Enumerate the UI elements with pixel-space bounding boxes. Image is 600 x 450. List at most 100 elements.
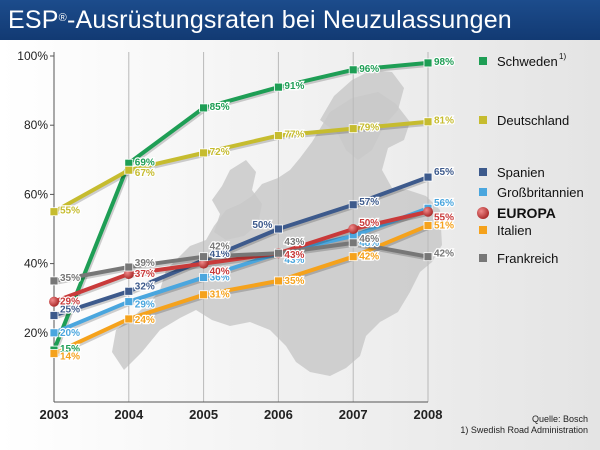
x-tick-label: 2006 xyxy=(264,407,293,422)
data-point-italien xyxy=(49,349,59,358)
data-label-frankreich: 42% xyxy=(434,249,454,260)
data-label-frankreich: 39% xyxy=(135,258,155,269)
line-chart: 20% 40% 60% 80% 100% 2003 2004 2005 2006 2007 2008… xyxy=(0,40,600,450)
legend-label-spanien: Spanien xyxy=(497,165,545,180)
data-label-spanien: 57% xyxy=(359,197,379,208)
title-brand: ESP xyxy=(8,6,59,34)
title-bar: ESP®-Ausrüstungsraten bei Neuzulassungen xyxy=(0,0,600,40)
registered-mark: ® xyxy=(58,12,67,24)
legend-label-europa: EUROPA xyxy=(497,205,556,221)
series-line-frankreich xyxy=(53,240,429,283)
series-line-italien xyxy=(53,223,429,356)
legend-footnote-mark: 1) xyxy=(559,52,566,61)
data-point-italien xyxy=(199,290,209,300)
data-point-frankreich xyxy=(423,252,433,262)
x-tick-label: 2005 xyxy=(189,407,218,422)
legend-marker-frankreich xyxy=(479,254,487,262)
data-point-europa xyxy=(123,268,134,279)
data-point-italien xyxy=(348,252,358,262)
europe-map-silhouette xyxy=(112,92,442,376)
legend-marker-schweden xyxy=(479,57,487,65)
data-point-deutschland xyxy=(49,207,59,217)
data-label-europa: 50% xyxy=(359,218,379,229)
data-point-schweden xyxy=(423,58,433,68)
data-point-großbritannien xyxy=(199,273,209,282)
data-point-italien xyxy=(423,221,433,230)
data-label-italien: 14% xyxy=(60,352,80,363)
data-point-frankreich xyxy=(49,276,59,286)
y-tick-label: 60% xyxy=(24,187,48,201)
data-label-deutschland: 67% xyxy=(135,168,155,179)
data-label-schweden: 69% xyxy=(135,157,155,168)
source-note: Quelle: Bosch 1) Swedish Road Administra… xyxy=(460,414,588,436)
legend-label-frankreich: Frankreich xyxy=(497,251,558,266)
title-rest: -Ausrüstungsraten bei Neuzulassungen xyxy=(66,6,512,34)
legend-marker-europa xyxy=(477,207,489,219)
data-label-europa: 43% xyxy=(284,250,304,261)
data-point-deutschland xyxy=(423,117,433,127)
data-label-schweden: 98% xyxy=(434,57,454,68)
source-line: Quelle: Bosch xyxy=(531,414,588,424)
data-point-deutschland xyxy=(124,165,134,175)
data-label-frankreich: 46% xyxy=(359,234,379,245)
data-point-frankreich xyxy=(199,252,209,262)
x-tick-label: 2004 xyxy=(114,407,144,422)
data-point-spanien xyxy=(49,311,59,320)
data-point-europa xyxy=(348,224,359,234)
y-tick-label: 20% xyxy=(24,326,48,340)
series-line-deutschland xyxy=(53,119,429,214)
data-label-frankreich: 43% xyxy=(284,237,304,248)
data-point-großbritannien xyxy=(49,328,59,338)
data-point-deutschland xyxy=(273,131,283,140)
data-point-italien xyxy=(124,314,134,324)
data-label-deutschland: 81% xyxy=(434,116,454,127)
data-label-deutschland: 79% xyxy=(359,123,379,134)
data-point-europa xyxy=(198,258,209,269)
data-label-großbritannien: 20% xyxy=(60,328,80,339)
legend-label-italien: Italien xyxy=(497,223,532,238)
series-line-schweden xyxy=(52,60,429,351)
data-label-italien: 24% xyxy=(135,315,155,326)
data-point-deutschland xyxy=(199,148,209,158)
data-label-spanien: 65% xyxy=(434,167,454,178)
x-tick-label: 2008 xyxy=(414,407,443,422)
data-label-deutschland: 72% xyxy=(210,147,230,158)
y-tick-label: 100% xyxy=(17,49,48,63)
data-point-italien xyxy=(273,276,283,286)
y-tick-label: 80% xyxy=(24,118,48,132)
data-label-spanien: 25% xyxy=(60,305,80,316)
data-label-deutschland: 77% xyxy=(284,130,304,141)
legend: Schweden 1) Deutschland Spanien Großbritanni… xyxy=(477,52,584,266)
x-tick-label: 2003 xyxy=(40,407,69,422)
data-label-italien: 31% xyxy=(210,290,230,301)
britain-map-silhouette xyxy=(212,160,262,240)
y-tick-label: 40% xyxy=(24,257,48,271)
data-label-italien: 51% xyxy=(434,221,454,232)
data-label-schweden: 15% xyxy=(60,344,80,355)
scandinavia-map-silhouette xyxy=(320,70,404,160)
data-point-schweden xyxy=(273,82,283,92)
series-line-spanien xyxy=(53,175,429,318)
data-label-spanien: 32% xyxy=(135,281,155,292)
data-label-schweden: 85% xyxy=(210,102,230,113)
legend-label-großbritannien: Großbritannien xyxy=(497,185,584,200)
data-label-italien: 35% xyxy=(284,276,304,287)
data-label-großbritannien: 56% xyxy=(434,198,454,209)
data-point-schweden xyxy=(348,65,358,75)
data-point-europa xyxy=(49,296,59,307)
series-line-europa xyxy=(53,209,429,304)
data-point-spanien xyxy=(348,200,358,210)
legend-marker-spanien xyxy=(479,168,487,176)
data-label-großbritannien: 43% xyxy=(284,255,304,266)
data-label-europa: 37% xyxy=(135,269,155,280)
axes: 20% 40% 60% 80% 100% 2003 2004 2005 2006 2007 2008 xyxy=(17,49,442,422)
legend-marker-italien xyxy=(479,226,487,234)
x-tick-label: 2007 xyxy=(339,407,368,422)
data-point-frankreich xyxy=(124,262,134,272)
legend-marker-großbritannien xyxy=(479,188,487,196)
data-label-italien: 42% xyxy=(359,252,379,263)
legend-marker-deutschland xyxy=(479,116,487,124)
data-label-europa: 55% xyxy=(434,213,454,224)
data-point-spanien xyxy=(124,286,134,296)
series-layer: 15% 69% 85% 91% 96% 98% 55% 67% 72% 77% 79% 81% 25% 3… xyxy=(49,56,455,364)
